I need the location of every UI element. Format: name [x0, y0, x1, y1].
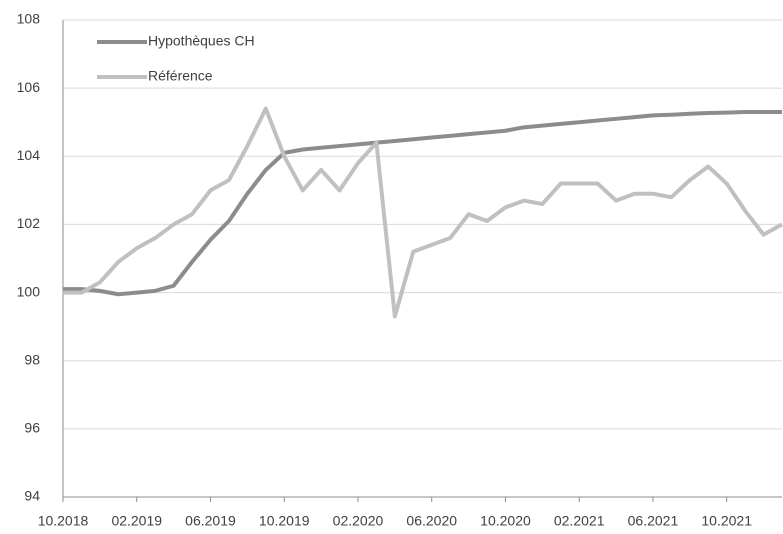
legend-label: Référence: [148, 68, 213, 84]
series-line: [63, 109, 782, 297]
y-tick-label: 94: [24, 488, 40, 504]
x-tick-label: 10.2019: [259, 513, 310, 529]
x-tick-label: 06.2019: [185, 513, 236, 529]
y-tick-label: 98: [24, 351, 40, 367]
y-tick-label: 104: [17, 147, 41, 163]
x-tick-label: 10.2018: [38, 513, 89, 529]
legend-label: Hypothèques CH: [148, 33, 255, 49]
x-tick-label: 02.2021: [554, 513, 605, 529]
series-line: [63, 106, 783, 319]
x-tick-label: 06.2020: [406, 513, 457, 529]
x-tick-label: 10.2021: [701, 513, 752, 529]
y-tick-label: 102: [17, 215, 41, 231]
y-tick-label: 96: [24, 420, 40, 436]
x-tick-label: 10.2020: [480, 513, 531, 529]
x-tick-label: 02.2019: [111, 513, 162, 529]
y-tick-label: 106: [17, 79, 41, 95]
y-tick-label: 108: [17, 11, 41, 27]
x-tick-label: 06.2021: [628, 513, 679, 529]
y-tick-label: 100: [17, 283, 41, 299]
x-tick-label: 02.2020: [333, 513, 384, 529]
